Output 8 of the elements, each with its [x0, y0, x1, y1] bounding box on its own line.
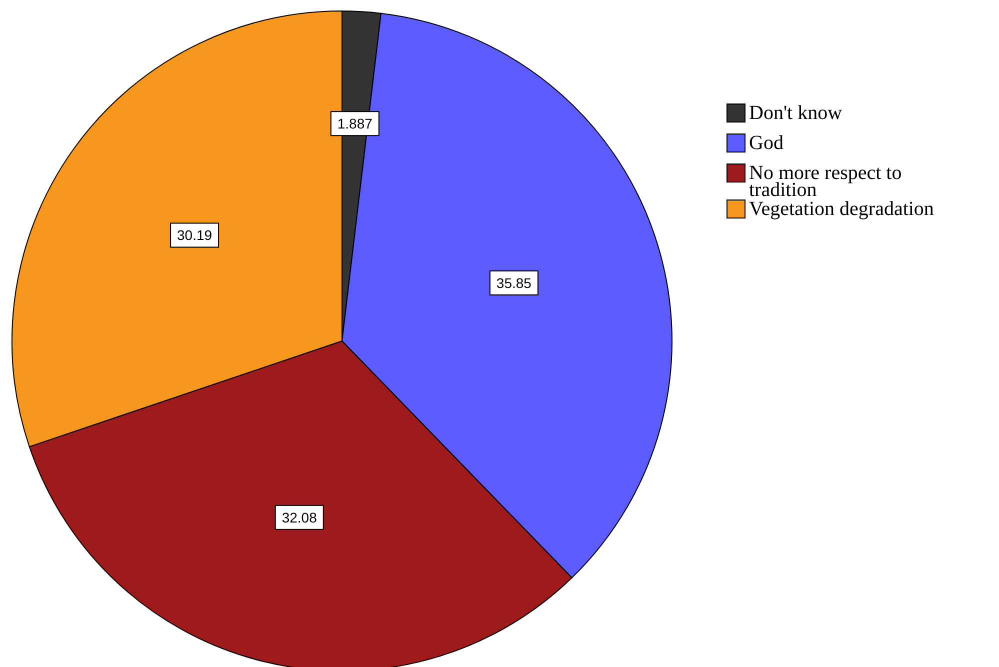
data-label: 1.887 [337, 116, 373, 132]
data-label: 35.85 [496, 274, 532, 291]
legend-label: Don't know [749, 102, 843, 124]
legend-label: Vegetation degradation [749, 198, 934, 220]
legend-label: God [749, 132, 784, 154]
data-label: 30.19 [177, 227, 212, 244]
legend-label: No more respect to tradition [749, 162, 902, 201]
data-label: 32.08 [282, 509, 318, 526]
